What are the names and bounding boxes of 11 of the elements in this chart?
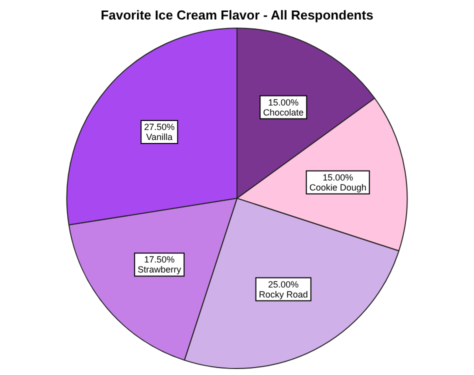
- slice-label: Strawberry: [138, 264, 182, 275]
- chart-title: Favorite Ice Cream Flavor - All Respondents: [100, 7, 374, 22]
- data-label: 15.00%: [268, 97, 299, 108]
- slice-label: Rocky Road: [258, 289, 308, 300]
- slice-label: Cookie Dough: [309, 182, 366, 192]
- data-label: 15.00%: [322, 172, 354, 182]
- data-label: 27.50%: [144, 122, 175, 132]
- slice-label: Vanilla: [146, 132, 173, 142]
- data-label: 25.00%: [268, 279, 299, 290]
- slice-label: Chocolate: [263, 107, 304, 118]
- data-label: 17.50%: [144, 254, 175, 265]
